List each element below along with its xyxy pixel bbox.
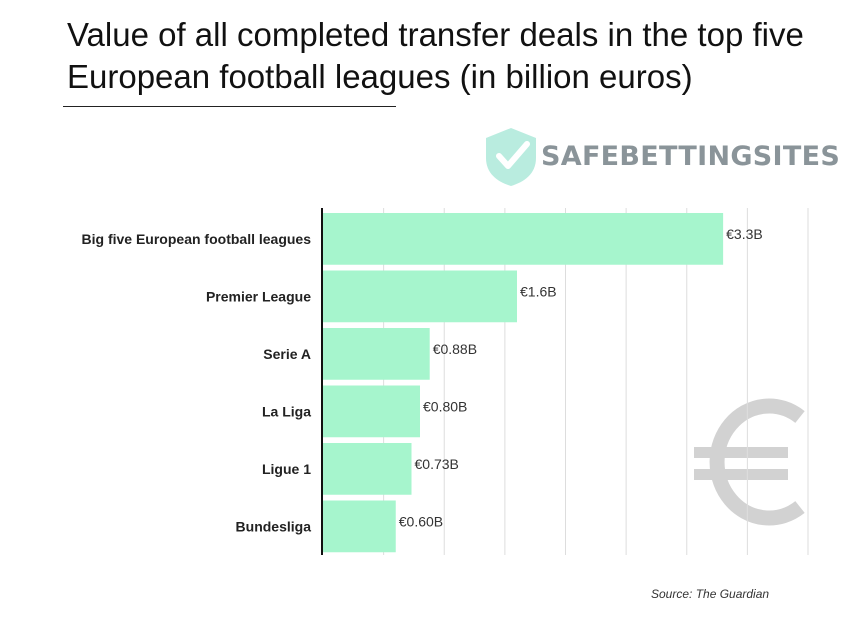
bar [323, 270, 517, 323]
euro-icon [694, 398, 805, 526]
gridlines [383, 208, 809, 555]
value-label: €0.73B [415, 456, 459, 472]
source-note: Source: The Guardian [651, 587, 770, 601]
bar [323, 385, 420, 438]
title-underline [63, 106, 396, 107]
bars [323, 213, 724, 553]
value-label: €3.3B [726, 226, 763, 242]
value-label: €0.88B [433, 341, 477, 357]
category-label: Serie A [263, 346, 311, 362]
value-label: €0.80B [423, 398, 467, 414]
category-label: Premier League [206, 288, 311, 304]
bar [323, 213, 724, 265]
bar [323, 500, 396, 553]
brand-logo-text: SAFEBETTINGSITES [541, 141, 841, 172]
brand-logo: SAFEBETTINGSITES [483, 126, 840, 188]
value-label: €0.60B [399, 513, 443, 529]
category-label: Big five European football leagues [82, 231, 312, 247]
bar [323, 443, 412, 495]
category-label: La Liga [262, 403, 311, 419]
chart-title: Value of all completed transfer deals in… [67, 16, 804, 95]
value-label: €1.6B [520, 283, 557, 299]
labels: Big five European football leagues €3.3B P… [82, 226, 763, 535]
category-label: Bundesliga [236, 518, 312, 534]
shield-check-icon [486, 128, 536, 186]
category-label: Ligue 1 [262, 461, 311, 477]
bar [323, 328, 430, 380]
